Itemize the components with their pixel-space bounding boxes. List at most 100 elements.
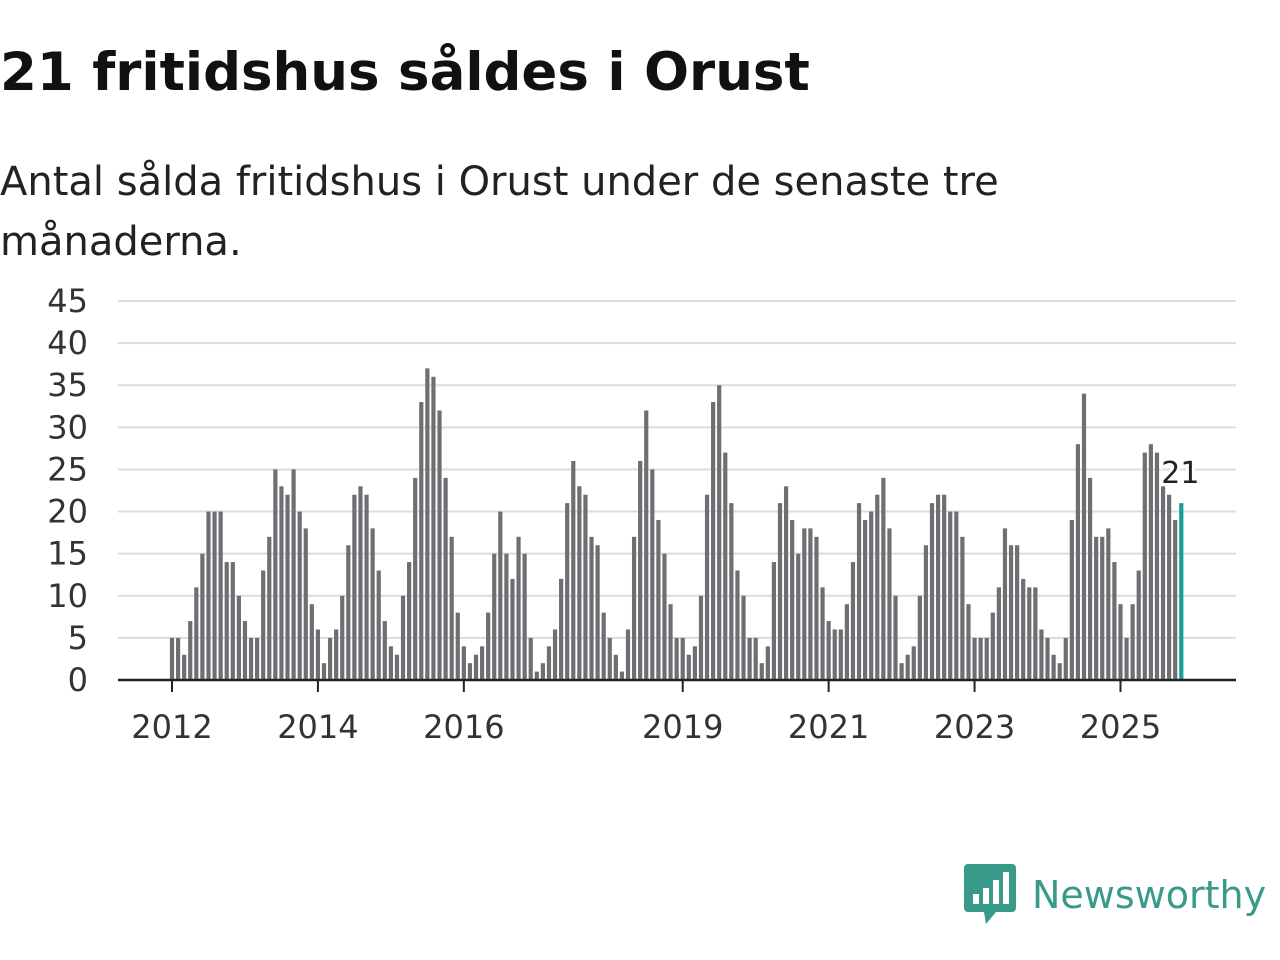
bar (711, 402, 716, 680)
y-tick-label: 40 (47, 324, 88, 362)
bar (443, 477, 448, 680)
bar (954, 511, 959, 680)
bar (1081, 393, 1087, 680)
x-tick-label: 2012 (131, 708, 212, 746)
bar (492, 553, 497, 680)
bar (407, 562, 412, 680)
bar (613, 654, 618, 680)
bar (881, 477, 886, 680)
bar (175, 637, 181, 680)
bar (1106, 528, 1111, 680)
bar (905, 654, 910, 680)
bar (200, 553, 205, 680)
bar (674, 637, 679, 680)
bar (382, 621, 387, 680)
bar (1045, 637, 1050, 680)
bar (358, 486, 363, 680)
bar (1118, 604, 1123, 680)
x-axis (118, 678, 1236, 692)
bar (668, 604, 673, 680)
bar (370, 528, 375, 680)
bar (917, 595, 922, 680)
bar (589, 536, 594, 680)
bar (1130, 604, 1135, 680)
bar (935, 494, 941, 680)
bar (261, 570, 266, 680)
chart-title: 21 fritidshus såldes i Orust (0, 42, 810, 103)
bar (522, 553, 527, 680)
brand-name: Newsworthy (1032, 873, 1267, 917)
bar (741, 595, 746, 680)
bar (571, 461, 576, 680)
y-axis-labels: 0 5 10 15 20 25 30 35 40 45 (47, 282, 88, 699)
bar-highlighted (1179, 503, 1184, 680)
bar (802, 528, 807, 680)
bar (923, 545, 929, 680)
bar (467, 663, 473, 680)
bar (984, 637, 989, 680)
bar (765, 646, 770, 680)
bar (516, 536, 521, 680)
bars (169, 368, 1184, 680)
bar (504, 553, 509, 680)
bar (455, 612, 460, 680)
bar (869, 511, 874, 680)
bar (1112, 562, 1117, 680)
bar (327, 637, 333, 680)
bar (194, 587, 199, 680)
bar (1033, 587, 1038, 680)
bar (875, 494, 880, 680)
bar (218, 511, 223, 680)
bar (419, 402, 424, 680)
bar (242, 621, 248, 680)
bar (887, 528, 892, 680)
bar (498, 511, 503, 680)
bar (346, 545, 351, 680)
bar (473, 654, 479, 680)
bar (1008, 545, 1014, 680)
bar (169, 637, 175, 680)
bar (1015, 545, 1020, 680)
y-tick-label: 10 (47, 577, 88, 615)
bar (1075, 444, 1081, 680)
bar (552, 629, 558, 680)
bar (400, 595, 406, 680)
bar (297, 511, 302, 680)
bar (625, 629, 631, 680)
bar (723, 452, 728, 680)
bar (978, 637, 983, 680)
bar (1002, 528, 1008, 680)
y-tick-label: 20 (47, 493, 88, 531)
bar (577, 486, 582, 680)
bar (510, 578, 515, 680)
bar (850, 562, 856, 680)
bar (1051, 654, 1056, 680)
bar (686, 654, 691, 680)
bar (285, 494, 290, 680)
bar (248, 637, 254, 680)
y-tick-label: 45 (47, 282, 88, 320)
bar (680, 637, 685, 680)
bar (486, 612, 491, 680)
bar (656, 519, 661, 680)
bar (449, 536, 454, 680)
bar (717, 385, 722, 680)
bar (388, 646, 393, 680)
annotation-label: 21 (1161, 456, 1199, 491)
bar (814, 536, 819, 680)
bar (948, 511, 953, 680)
bar (546, 646, 552, 680)
y-tick-label: 25 (47, 450, 88, 488)
bar (340, 595, 345, 680)
bar (966, 604, 971, 680)
bar (540, 663, 545, 680)
bar (735, 570, 740, 680)
bar (820, 587, 825, 680)
y-tick-label: 30 (47, 408, 88, 446)
bar (1142, 452, 1147, 680)
bar (303, 528, 308, 680)
y-tick-label: 15 (47, 535, 88, 573)
bar (747, 637, 752, 680)
bar (996, 587, 1001, 680)
